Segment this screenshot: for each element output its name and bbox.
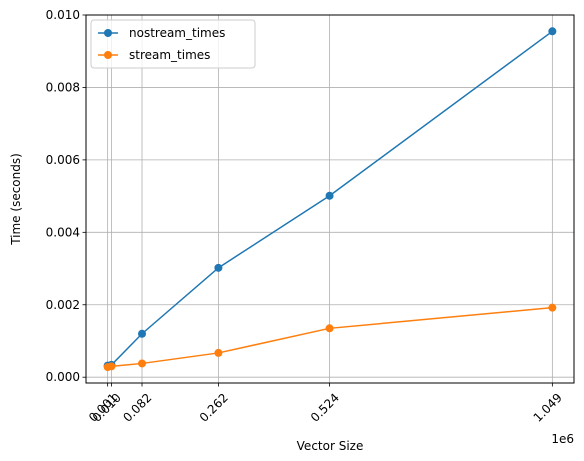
y-axis-title: Time (seconds) <box>9 153 23 246</box>
x-axis-title: Vector Size <box>297 439 364 453</box>
y-tick-label: 0.006 <box>46 153 80 167</box>
data-point-nostream_times <box>325 191 334 200</box>
legend-label-nostream: nostream_times <box>129 26 225 40</box>
y-tick-label: 0.002 <box>46 298 80 312</box>
y-tick-label: 0.010 <box>46 8 80 22</box>
legend-marker-nostream <box>104 29 112 37</box>
data-point-stream_times <box>107 362 116 371</box>
y-tick-label: 0.008 <box>46 80 80 94</box>
y-tick-label: 0.004 <box>46 225 80 239</box>
data-point-stream_times <box>138 359 147 368</box>
data-point-stream_times <box>214 348 223 357</box>
data-point-nostream_times <box>214 263 223 272</box>
legend-label-stream: stream_times <box>129 48 210 62</box>
x-axis-offset-label: 1e6 <box>551 432 574 446</box>
legend-marker-stream <box>104 51 112 59</box>
plot-frame <box>85 14 575 384</box>
series-layer <box>103 27 557 372</box>
legend: nostream_times stream_times <box>90 19 256 69</box>
data-point-nostream_times <box>138 329 147 338</box>
data-point-stream_times <box>548 303 557 312</box>
data-point-nostream_times <box>548 27 557 36</box>
y-tick-label: 0.000 <box>46 370 80 384</box>
legend-box <box>90 19 256 69</box>
data-point-stream_times <box>325 324 334 333</box>
